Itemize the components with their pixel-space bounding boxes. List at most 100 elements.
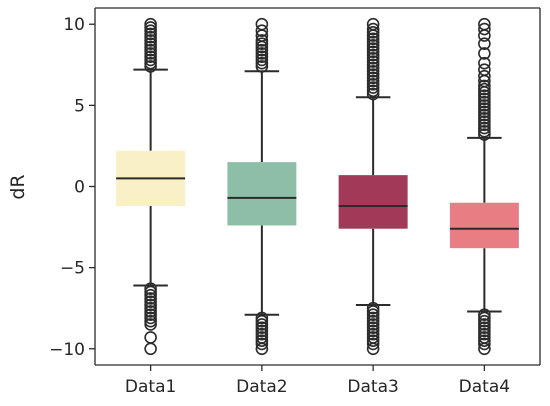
outlier-point: [366, 337, 380, 351]
outlier-point: [144, 34, 157, 47]
y-tick-label: 10: [63, 15, 85, 35]
outlier-point: [255, 324, 269, 338]
outlier-point: [478, 82, 491, 96]
outlier-point: [478, 342, 491, 356]
outlier-point: [366, 342, 380, 356]
outlier-point: [478, 318, 491, 331]
outlier-point: [144, 282, 157, 296]
outlier-point: [255, 327, 269, 341]
outlier-point: [144, 53, 157, 67]
outlier-point: [478, 334, 491, 347]
outlier-point: [366, 324, 380, 338]
outlier-point: [478, 56, 491, 70]
outlier-point: [144, 47, 157, 60]
outlier-point: [144, 342, 157, 356]
outlier-point: [478, 311, 491, 325]
outlier-point: [366, 45, 380, 59]
outlier-point: [366, 48, 380, 62]
outlier-point: [366, 81, 380, 94]
outlier-point: [255, 47, 269, 60]
outlier-point: [366, 35, 380, 49]
outlier-point: [366, 84, 380, 98]
outlier-point: [366, 308, 380, 321]
box-4: [449, 202, 519, 249]
outlier-point: [144, 24, 157, 38]
outlier-point: [478, 63, 491, 76]
outlier-point: [366, 305, 380, 318]
outlier-point: [366, 64, 380, 78]
outlier-point: [366, 77, 380, 91]
outlier-point: [366, 321, 380, 334]
outlier-point: [366, 22, 380, 36]
outlier-point: [144, 37, 157, 51]
outlier-point: [366, 52, 380, 65]
outlier-point: [255, 337, 269, 351]
outlier-point: [144, 298, 157, 312]
x-tick-label: Data2: [236, 377, 287, 397]
outlier-point: [144, 60, 157, 73]
x-tick-label: Data3: [347, 377, 398, 397]
outlier-point: [478, 89, 491, 102]
outlier-point: [366, 39, 380, 52]
outlier-point: [255, 17, 269, 31]
outlier-point: [144, 318, 157, 331]
outlier-point: [144, 295, 157, 309]
outlier-point: [366, 58, 380, 72]
outlier-point: [144, 308, 157, 321]
outlier-point: [366, 74, 380, 88]
outlier-point: [366, 55, 380, 68]
outlier-point: [366, 334, 380, 347]
outlier-point: [478, 47, 491, 60]
outlier-point: [144, 21, 157, 34]
outlier-point: [478, 324, 491, 338]
outlier-point: [144, 50, 157, 63]
y-tick-label: 0: [74, 178, 85, 198]
outlier-point: [478, 22, 491, 36]
outlier-point: [366, 42, 380, 55]
outlier-point: [144, 30, 157, 44]
outlier-point: [478, 105, 491, 119]
outlier-point: [478, 95, 491, 109]
outlier-point: [366, 87, 380, 101]
outlier-point: [255, 50, 269, 63]
outlier-point: [255, 24, 269, 38]
outlier-point: [478, 79, 491, 93]
outlier-point: [478, 17, 491, 31]
outlier-point: [255, 56, 269, 70]
outlier-point: [478, 112, 491, 125]
outlier-point: [255, 53, 269, 67]
outlier-point: [478, 102, 491, 115]
outlier-point: [366, 311, 380, 325]
box-2: [227, 162, 297, 226]
outlier-point: [366, 314, 380, 328]
box-3: [338, 175, 408, 229]
outlier-point: [144, 292, 157, 305]
outlier-point: [478, 99, 491, 112]
outlier-point: [144, 56, 157, 70]
outlier-point: [255, 318, 269, 331]
outlier-point: [144, 301, 157, 315]
outlier-point: [144, 305, 157, 318]
x-tick-label: Data1: [125, 377, 176, 397]
outlier-point: [255, 37, 269, 51]
outlier-point: [366, 71, 380, 85]
y-tick-label: 5: [74, 96, 85, 116]
outlier-point: [144, 285, 157, 299]
outlier-point: [255, 342, 269, 356]
outlier-point: [144, 311, 157, 325]
outlier-point: [366, 68, 380, 81]
outlier-point: [366, 301, 380, 315]
outlier-point: [366, 327, 380, 341]
outlier-point: [366, 32, 380, 46]
outlier-point: [366, 17, 380, 31]
outlier-point: [478, 29, 491, 42]
outlier-point: [478, 327, 491, 341]
outlier-point: [366, 61, 380, 75]
outlier-point: [478, 308, 491, 321]
outlier-point: [144, 17, 157, 31]
outlier-point: [478, 337, 491, 351]
outlier-point: [255, 34, 269, 47]
outlier-point: [478, 69, 491, 83]
outlier-point: [144, 288, 157, 302]
